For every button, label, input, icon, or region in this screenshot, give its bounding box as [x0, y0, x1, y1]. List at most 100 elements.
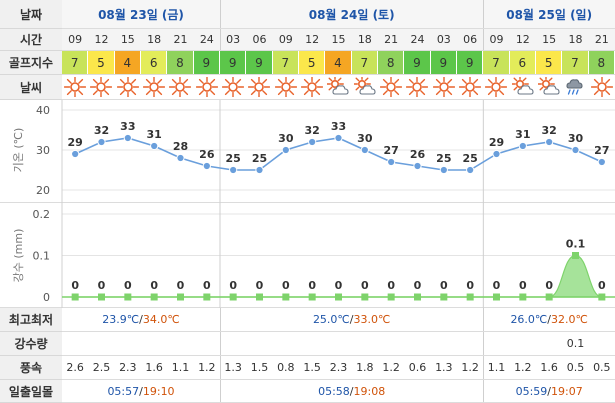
data-label: 0: [71, 279, 79, 292]
weather-cell: [562, 75, 588, 99]
day-divider: [219, 308, 221, 331]
day-divider: [219, 29, 221, 50]
golf-index-cell: 9: [457, 51, 484, 74]
weather-cell: [141, 75, 167, 99]
y-tick-label: 0.1: [33, 250, 51, 263]
separator: /: [547, 384, 552, 398]
data-label: 25: [463, 152, 478, 165]
temperature-chart-svg: 40 30 20 기온 (℃) 29 32 33 31 28 26 25 25 30 32 33 30 27 26…: [12, 100, 615, 203]
hour-cell: 15: [114, 29, 141, 50]
precipitation-point: [335, 293, 342, 301]
wind-speed-cell: 2.5: [92, 361, 111, 374]
data-label: 0: [335, 279, 343, 292]
wind-speed-cell: 0.5: [593, 361, 611, 374]
rain-amount-cell: [536, 332, 562, 355]
hour-cell: 21: [167, 29, 194, 50]
date-header: 08월 23일 (금): [62, 0, 220, 28]
golf-row-label: 골프지수: [0, 51, 62, 75]
y-tick-label: 0.2: [33, 208, 51, 221]
golf-index-cell: 4: [114, 51, 141, 74]
temperature-point: [597, 157, 606, 167]
sunset-time: 19:10: [142, 384, 175, 398]
hour-cell: 18: [141, 29, 168, 50]
precipitation-point: [98, 293, 105, 301]
temperature-point: [255, 165, 264, 175]
temperature-chart: 40 30 20 기온 (℃) 29 32 33 31 28 26 25 25 30 32 33 30 27 26…: [0, 100, 615, 203]
golf-index-cell: 7: [272, 51, 299, 74]
temperature-point: [387, 157, 396, 167]
separator: /: [139, 384, 143, 398]
precipitation-point: [414, 293, 421, 301]
rain-amount-cell: [167, 332, 193, 355]
sun-icon: [380, 77, 403, 97]
temperature-point: [334, 133, 343, 143]
precipitation-point: [387, 293, 395, 301]
weather-cell: [246, 75, 272, 99]
rain-amount-row: 0.1: [62, 332, 615, 356]
sun-icon: [222, 77, 245, 97]
data-label: 27: [594, 144, 609, 157]
rain-amount-cell: [483, 332, 509, 355]
temperature-point: [308, 137, 317, 147]
hour-cell: 06: [457, 29, 484, 50]
data-label: 25: [226, 152, 241, 165]
golf-index-cell: 5: [536, 51, 563, 74]
temperature-point: [439, 165, 448, 175]
rain-cloud-icon: [566, 79, 584, 95]
wind-speed-cell: 2.6: [66, 361, 84, 374]
temperature-point: [150, 141, 159, 151]
data-label: 0: [256, 279, 264, 292]
hour-row: 09 12 15 18 21 24 03 06 09 12 15 18 21 24 03 06 09 12 15 18…: [62, 29, 615, 51]
weather-cell: [62, 75, 88, 99]
precipitation-point: [598, 293, 606, 301]
weather-cell: [457, 75, 483, 99]
temperature-point: [202, 161, 211, 171]
sunrise-time: 05:59: [515, 384, 548, 398]
wind-row: 2.6 2.5 2.3 1.6 1.1 1.2 1.3 1.5 0.8 1.5 2.3 1.8 1.2 0…: [62, 356, 615, 380]
weather-cell: [352, 75, 378, 99]
data-label: 0: [414, 279, 422, 292]
temperature-point: [229, 165, 238, 175]
y-axis-label: 기온 (℃): [12, 128, 25, 173]
wind-speed-cell: 1.2: [198, 361, 216, 374]
data-label: 0: [282, 279, 290, 292]
data-label: 27: [384, 144, 399, 157]
rain-amount-cell: [273, 332, 299, 355]
precipitation-point: [282, 293, 290, 301]
temperature-point: [176, 153, 185, 163]
golf-index-cell: 7: [351, 51, 378, 74]
golf-index-cell: 7: [562, 51, 589, 74]
sun-icon: [64, 77, 87, 97]
date-header: 08월 25일 (일): [483, 0, 615, 28]
data-label: 30: [568, 132, 584, 145]
max-temp: 32.0℃: [551, 313, 588, 326]
precipitation-point: [440, 293, 448, 301]
minmax-row-label: 최고최저: [0, 308, 62, 332]
wind-speed-cell: 0.6: [408, 361, 427, 374]
golf-index-cell: 8: [378, 51, 405, 74]
data-label: 28: [173, 140, 188, 153]
sun-icon: [459, 77, 482, 97]
golf-index-cell: 7: [62, 51, 89, 74]
hour-cell: 12: [299, 29, 326, 50]
sun-icon: [90, 77, 113, 97]
wind-speed-cell: 1.5: [250, 361, 269, 374]
temperature-point: [466, 165, 475, 175]
minmax-cell: 23.9℃/34.0℃: [62, 308, 220, 331]
hour-cell: 03: [220, 29, 247, 50]
sun-cell: 05:59/19:07: [483, 380, 615, 402]
precipitation-point: [466, 293, 474, 301]
wind-speed-cell: 1.3: [224, 361, 242, 374]
precipitation-chart: 0.2 0.1 0 강수 (mm) 0 0 0 0 0 0 0 0 0 0 0 0 0 0 0 0 0 0 0 0.1 0: [0, 203, 615, 308]
data-label: 0: [203, 279, 211, 292]
precipitation-point: [493, 293, 500, 301]
sun-icon: [406, 77, 429, 97]
wind-speed-cell: 1.5: [303, 361, 321, 374]
hour-cell: 21: [378, 29, 405, 50]
precipitation-point: [71, 293, 79, 301]
golf-index-cell: 5: [88, 51, 115, 74]
precipitation-point: [545, 293, 553, 301]
hour-cell: 15: [536, 29, 563, 50]
